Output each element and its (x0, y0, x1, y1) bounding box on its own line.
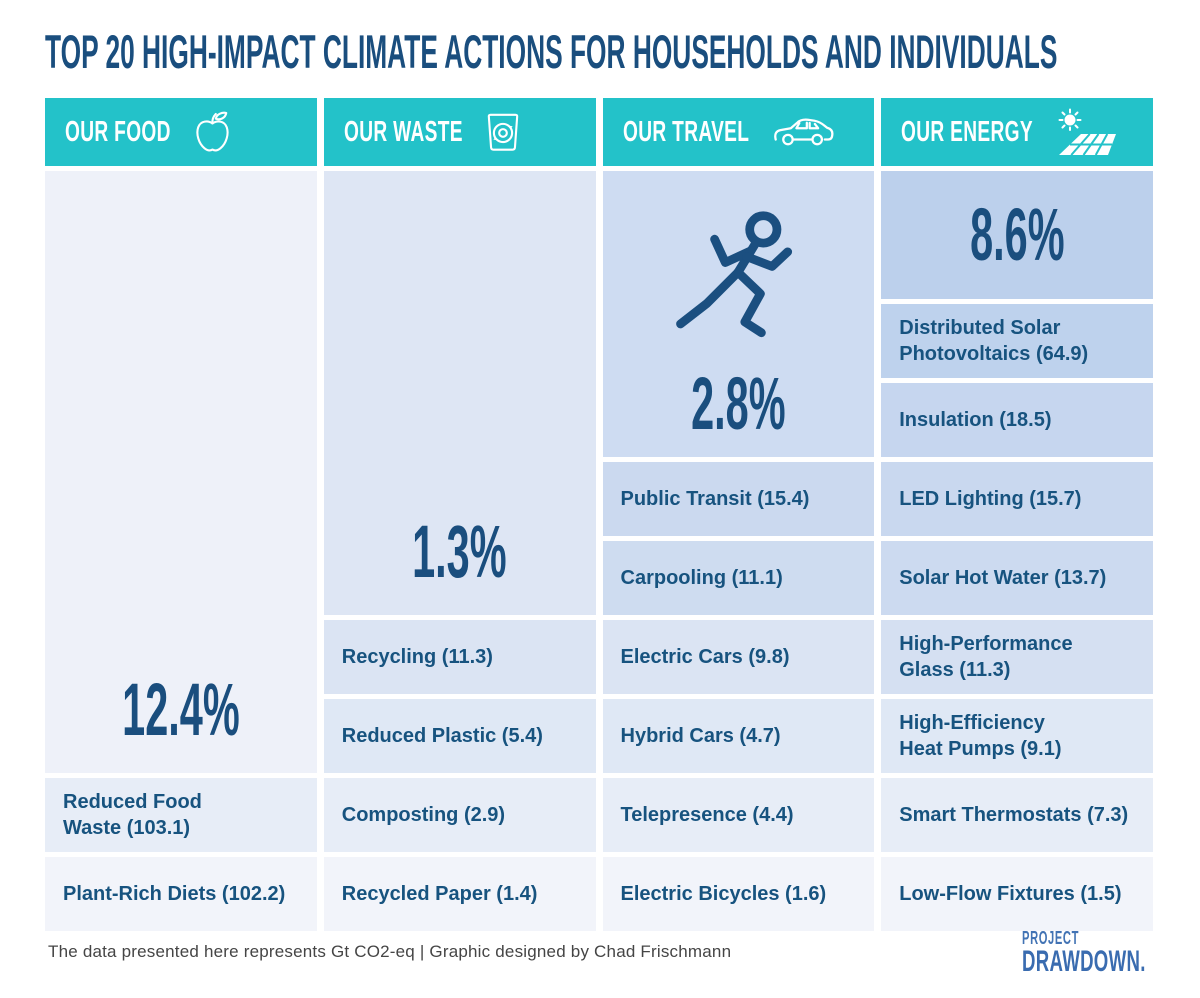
action-cell: Public Transit (15.4) (602, 462, 875, 536)
category-total-pct: 1.3% (412, 510, 507, 593)
category-grid: OUR FOOD 12.4% Reduced Food Waste (103.1) P… (45, 98, 1153, 931)
action-cell: Plant-Rich Diets (102.2) (45, 857, 317, 931)
action-cell: Electric Cars (9.8) (602, 620, 875, 694)
category-total-block-waste: 1.3% (323, 171, 596, 615)
action-cell: Smart Thermostats (7.3) (881, 778, 1153, 852)
category-total-block-energy: 8.6% (881, 171, 1153, 299)
footer-note: The data presented here represents Gt CO… (48, 942, 732, 961)
action-cell: Distributed Solar Photovoltaics (64.9) (881, 304, 1153, 378)
page-title: TOP 20 HIGH-IMPACT CLIMATE ACTIONS FOR H… (45, 25, 1058, 78)
action-cell: Telepresence (4.4) (602, 778, 875, 852)
action-cell: Solar Hot Water (13.7) (881, 541, 1153, 615)
action-cell: Low-Flow Fixtures (1.5) (881, 857, 1153, 931)
category-total-block-travel: 2.8% (602, 171, 875, 457)
runner-icon (673, 208, 803, 365)
logo-word-project: PROJECT (1022, 928, 1080, 948)
action-cell: LED Lighting (15.7) (881, 462, 1153, 536)
solar-panel-icon (1055, 108, 1117, 156)
action-cell: Carpooling (11.1) (602, 541, 875, 615)
action-cell: Insulation (18.5) (881, 383, 1153, 457)
car-icon (771, 115, 837, 149)
category-header-label: OUR ENERGY (901, 115, 1034, 148)
action-cell: High-Performance Glass (11.3) (881, 620, 1153, 694)
action-cell: Reduced Plastic (5.4) (323, 699, 596, 773)
action-cell: Reduced Food Waste (103.1) (45, 778, 317, 852)
action-cell: Recycling (11.3) (323, 620, 596, 694)
category-header-energy: OUR ENERGY (881, 98, 1153, 166)
category-header-waste: OUR WASTE (323, 98, 596, 166)
category-header-food: OUR FOOD (45, 98, 317, 166)
logo-word-drawdown: DRAWDOWN. (1022, 945, 1146, 978)
category-total-pct: 2.8% (691, 362, 786, 445)
category-total-pct: 12.4% (122, 668, 240, 751)
category-total-block-food: 12.4% (45, 171, 317, 773)
category-total-pct: 8.6% (969, 193, 1065, 276)
recycle-bin-icon (485, 110, 521, 154)
category-column-food: OUR FOOD 12.4% Reduced Food Waste (103.1) P… (45, 98, 317, 931)
category-header-label: OUR FOOD (65, 115, 171, 148)
category-column-energy: OUR ENERGY 8.6% Distributed Solar Photovol… (881, 98, 1153, 931)
apple-icon (193, 110, 231, 154)
action-cell: Composting (2.9) (323, 778, 596, 852)
project-drawdown-logo: PROJECT DRAWDOWN. (1022, 929, 1200, 977)
action-cell: Recycled Paper (1.4) (323, 857, 596, 931)
category-header-travel: OUR TRAVEL (602, 98, 875, 166)
category-column-travel: OUR TRAVEL 2.8% Public Transit (15.4) Carpo… (602, 98, 875, 931)
category-header-label: OUR TRAVEL (622, 115, 749, 148)
action-cell: Electric Bicycles (1.6) (602, 857, 875, 931)
category-header-label: OUR WASTE (343, 115, 463, 148)
category-column-waste: OUR WASTE 1.3% Recycling (11.3) Reduced Pla… (323, 98, 596, 931)
action-cell: High-Efficiency Heat Pumps (9.1) (881, 699, 1153, 773)
action-cell: Hybrid Cars (4.7) (602, 699, 875, 773)
